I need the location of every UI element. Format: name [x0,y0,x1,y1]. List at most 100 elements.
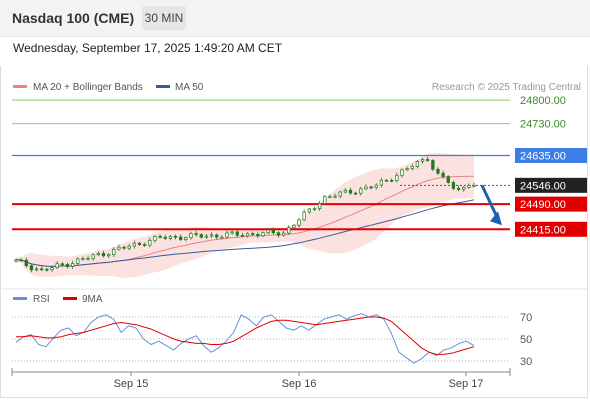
legend-swatch-9ma [63,297,77,300]
candle-body [204,235,209,238]
candle-body [348,189,353,194]
legend-swatch-rsi [13,297,27,300]
level-label-24546.00: 24546.00 [520,180,566,192]
candle-body [40,268,44,271]
candle-body [127,245,131,249]
candle-body [472,184,476,187]
candle-body [287,227,291,234]
candle-body [420,159,425,162]
candle-body [379,179,384,186]
legend-label-ma20: MA 20 + Bollinger Bands [33,82,143,93]
rsi-9ma-line [16,316,475,355]
candle-body [328,196,332,198]
rsi-tick-label: 70 [520,312,532,324]
candle-body [297,219,301,226]
candle-body [55,263,59,268]
candle-body [312,208,317,210]
candle-body [81,258,85,260]
watermark-text: Research © 2025 Trading Central [432,82,581,93]
candle-body [50,267,54,271]
candle-body [106,254,111,257]
level-label-24490.00: 24490.00 [520,199,566,211]
legend-label-ma50: MA 50 [175,82,204,93]
candle-body [173,235,178,238]
candle-body [426,159,430,161]
candle-body [209,234,214,237]
candle-body [431,160,435,170]
level-badge-24415.00 [515,221,587,237]
x-tick-label: Sep 15 [114,378,149,390]
candle-body [405,168,409,171]
level-label-24635.00: 24635.00 [520,150,566,162]
candle-body [29,265,34,271]
candle-body [395,174,399,181]
candle-body [96,253,100,256]
candle-body [436,168,440,174]
datetime-label: Wednesday, September 17, 2025 1:49:20 AM… [13,41,283,55]
candle-body [194,233,198,235]
candle-body [86,257,90,260]
candle-body [261,232,265,237]
candle-body [225,232,229,238]
candle-body [446,176,450,183]
x-tick-label: Sep 17 [449,378,484,390]
candle-body [390,179,394,182]
candle-body [60,263,64,266]
candle-body [462,186,466,190]
candle-body [374,184,378,188]
candle-body [271,229,275,234]
ma20-line [15,175,475,267]
legend-swatch-ma50 [156,85,170,88]
candle-body [276,232,281,236]
candle-body [34,268,39,271]
candle-body [323,196,327,204]
candle-body [384,179,389,182]
candle-body [281,232,286,236]
level-label-24800.00: 24800.00 [520,95,566,107]
candle-body [163,236,167,239]
legend-label-rsi: RSI [33,294,50,305]
candle-body [14,259,18,262]
level-badge-24635.00 [515,147,587,163]
candle-body [91,254,95,259]
candle-body [148,239,152,246]
candle-body [199,234,203,238]
candle-body [112,248,116,255]
rsi-tick-label: 30 [520,356,532,368]
candle-body [76,258,80,264]
candle-body [333,195,337,198]
rsi-line [15,313,475,364]
candle-body [410,166,414,169]
candle-body [353,192,358,195]
candle-body [400,169,404,176]
candle-body [45,268,49,271]
level-badge-24546.00 [515,177,587,193]
candle-body [338,191,342,197]
candle-body [240,234,245,237]
candle-body [153,235,157,241]
candle-body [143,244,147,246]
candle-body [168,235,173,239]
candle-body [19,259,23,262]
candle-body [117,246,121,250]
candle-body [251,233,255,235]
candle-body [256,234,260,237]
level-badge-24490.00 [515,196,587,212]
level-label-24415.00: 24415.00 [520,224,566,236]
candle-body [101,253,106,257]
candle-body [215,234,219,238]
legend-swatch-ma20 [13,85,27,88]
candle-body [292,224,296,229]
header-bar: Nasdaq 100 (CME) 30 MIN [0,0,590,37]
timeframe-button[interactable]: 30 MIN [142,6,186,30]
legend-label-9ma: 9MA [82,294,103,305]
candle-body [302,211,306,221]
forecast-arrow-head [490,211,502,226]
candle-body [369,186,373,189]
candle-body [65,264,70,267]
symbol-title: Nasdaq 100 (CME) [12,10,135,26]
candle-body [266,229,270,234]
candle-body [24,259,28,267]
candle-body [317,203,322,209]
